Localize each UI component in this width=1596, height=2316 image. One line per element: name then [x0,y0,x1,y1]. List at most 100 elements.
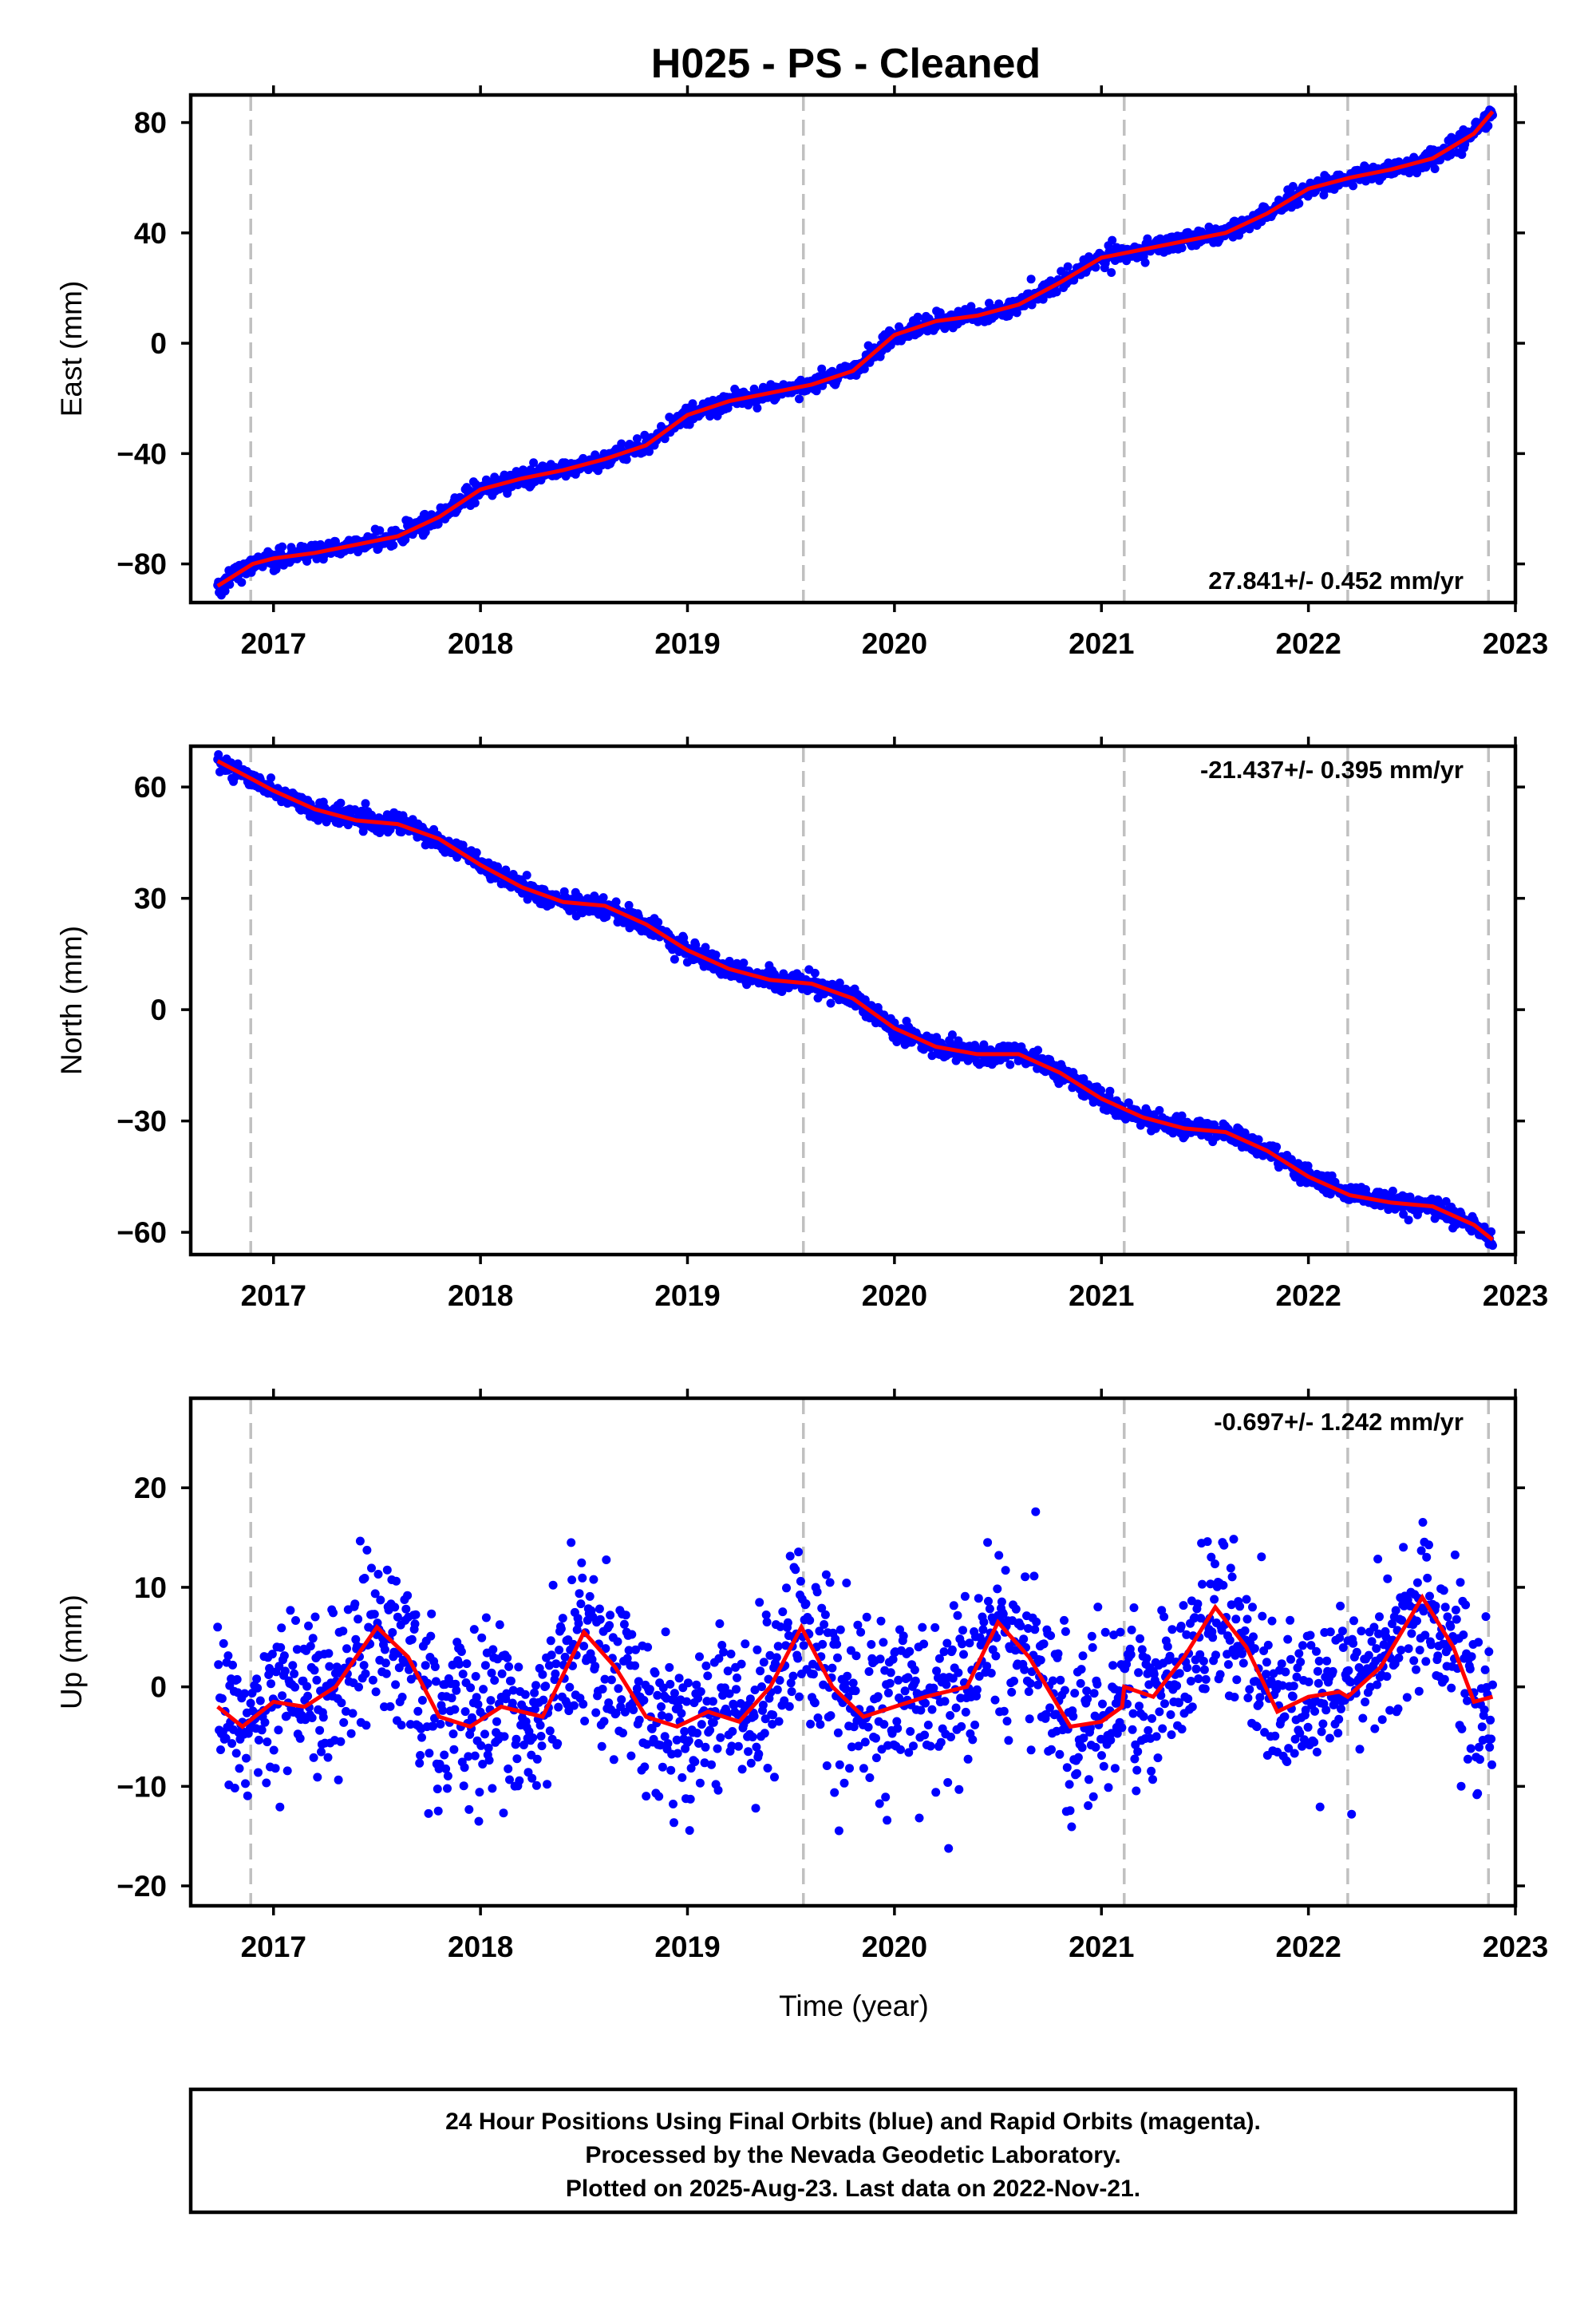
data-point [685,1826,694,1836]
data-point [701,1661,711,1670]
data-point [1004,1736,1013,1745]
data-point [528,1733,538,1742]
data-point [475,1788,484,1797]
data-point [1404,1215,1413,1225]
data-point [1083,1694,1092,1704]
data-point [645,1685,654,1694]
data-point [520,1690,530,1699]
data-point [627,1630,637,1639]
data-point [280,1666,290,1676]
data-point [794,1547,804,1557]
data-point [1093,1603,1103,1612]
data-point [999,1706,1009,1716]
data-point [756,1666,765,1676]
x-tick-label: 2018 [448,627,513,660]
data-point [822,1761,832,1770]
data-point [252,1674,262,1684]
data-point [883,1816,892,1825]
data-point [262,1778,271,1788]
data-point [806,1719,816,1729]
data-point [1073,1769,1081,1778]
data-point [1226,1563,1235,1573]
data-point [500,1732,509,1741]
data-point [227,1739,237,1749]
data-point [1159,1612,1169,1622]
data-point [1446,150,1456,160]
data-point [233,759,243,769]
data-point [1166,1710,1175,1719]
data-point [313,1773,322,1782]
data-point [506,1676,516,1686]
data-point [515,1776,524,1785]
data-point [688,399,697,409]
data-point [1065,1780,1074,1789]
data-point [1135,1701,1144,1711]
data-point [376,1595,385,1605]
data-point [1288,182,1298,191]
east-ticks [181,85,1525,612]
data-point [235,1764,244,1773]
data-point [337,1698,346,1708]
data-point [426,1631,436,1641]
data-point [778,1607,788,1617]
data-point [325,1662,334,1671]
data-point [768,1710,778,1720]
x-tick-label: 2022 [1275,627,1341,660]
data-point [522,871,531,880]
data-point [565,1682,575,1692]
data-point [1258,1611,1267,1621]
data-point [834,1826,843,1836]
data-point [397,1693,407,1701]
data-point [1248,1603,1257,1612]
data-point [1177,1725,1187,1734]
data-point [1097,1751,1106,1761]
data-point [1310,1737,1319,1747]
data-point [796,1576,805,1586]
data-point [1032,1617,1041,1626]
data-point [787,1687,796,1697]
data-point [228,1660,237,1670]
data-point [788,1671,798,1681]
data-point [745,1694,755,1704]
data-point [820,1620,829,1629]
data-point [495,1620,504,1630]
data-point [762,1618,772,1626]
data-point [1078,1651,1088,1661]
data-point [915,1813,924,1823]
data-point [306,1642,315,1651]
data-point [1084,1801,1093,1810]
data-point [458,1670,468,1679]
north-y-tick-labels: 60 30 0 −30 −60 [117,771,167,1249]
data-point [619,1619,629,1629]
data-point [1062,1763,1072,1773]
data-point [1105,1086,1115,1096]
data-point [622,455,631,464]
data-point [885,1678,895,1688]
data-point [958,1626,967,1635]
data-point [1160,1699,1169,1709]
data-point [462,1659,472,1669]
data-point [360,1574,369,1583]
data-point [832,1639,842,1649]
data-point [875,1654,885,1664]
data-point [871,1753,881,1763]
data-point [640,1762,650,1772]
data-point [504,1662,514,1671]
data-point [1318,1719,1328,1729]
data-point [708,1697,717,1706]
data-point [1055,1749,1065,1759]
data-point [472,848,481,857]
data-point [481,1613,491,1622]
data-point [1314,1678,1323,1688]
data-point [1025,1678,1035,1688]
data-point [424,1808,433,1818]
data-point [707,1760,716,1769]
data-point [336,798,346,808]
data-point [243,1791,252,1800]
data-point [680,1727,689,1736]
data-point [739,958,749,968]
data-point [425,1749,434,1758]
data-point [1140,258,1150,267]
data-point [805,1615,815,1625]
data-point [1060,1615,1069,1625]
